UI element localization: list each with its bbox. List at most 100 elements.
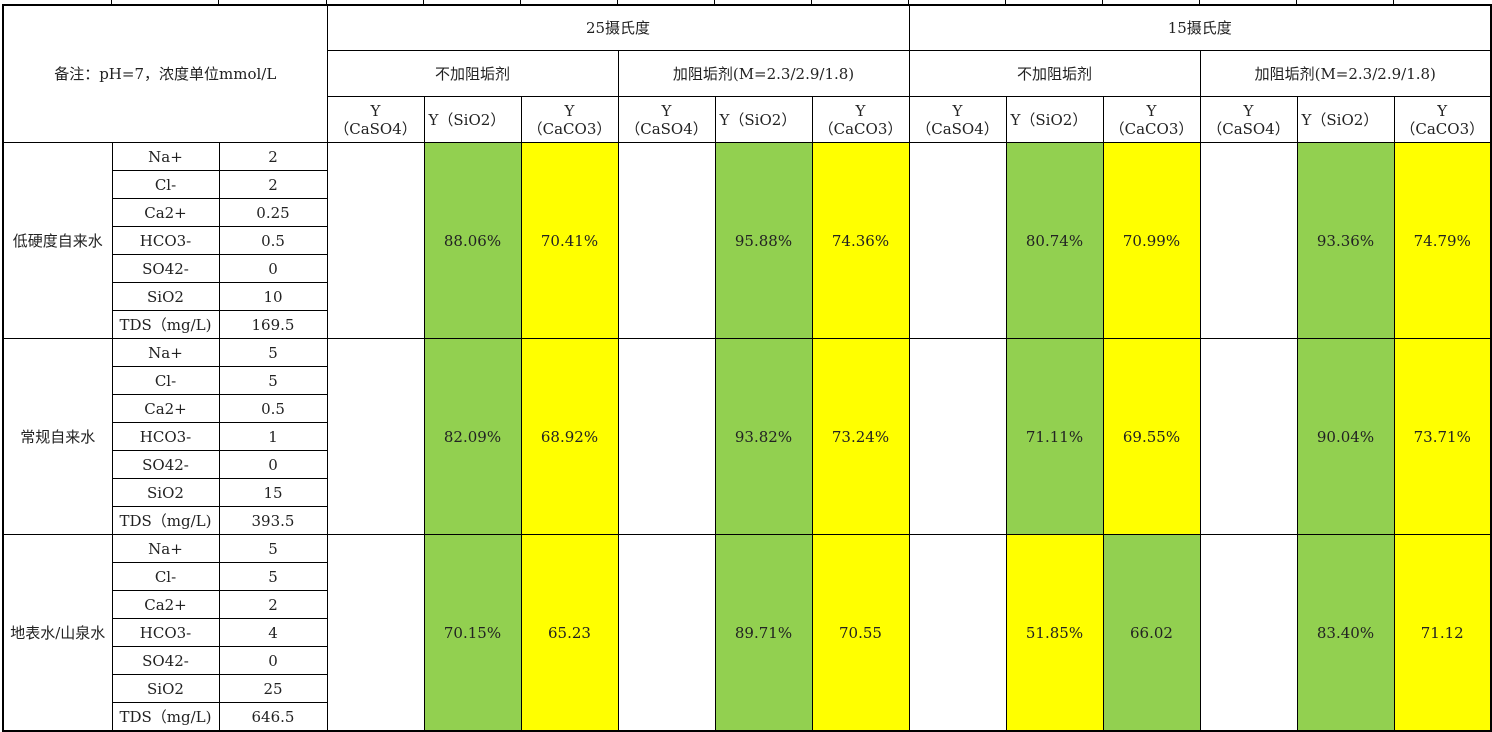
header-15-no-inhibitor[interactable]: 不加阻垢剂 [908, 50, 1201, 97]
col-header-y-caco3[interactable]: Y （CaCO3） [811, 96, 910, 143]
param-name-cell[interactable]: Ca2+ [111, 394, 220, 423]
param-name-cell[interactable]: TDS（mg/L) [111, 506, 220, 535]
param-value-cell[interactable]: 169.5 [218, 310, 328, 339]
param-value-cell[interactable]: 0 [218, 450, 328, 479]
param-name-cell[interactable]: Na+ [111, 338, 220, 367]
header-temp-25[interactable]: 25摄氏度 [326, 4, 910, 51]
sample-name-cell[interactable]: 低硬度自来水 [2, 142, 113, 339]
result-cell[interactable]: 70.99% [1102, 142, 1201, 339]
header-15-with-inhibitor[interactable]: 加阻垢剂(M=2.3/2.9/1.8) [1199, 50, 1492, 97]
result-cell[interactable]: 70.55 [811, 534, 910, 732]
result-cell[interactable]: 73.24% [811, 338, 910, 535]
col-header-y-caso4[interactable]: Y （CaSO4） [908, 96, 1007, 143]
result-cell[interactable] [617, 534, 716, 732]
param-value-cell[interactable]: 15 [218, 478, 328, 507]
param-name-cell[interactable]: Cl- [111, 170, 220, 199]
result-cell[interactable]: 66.02 [1102, 534, 1201, 732]
col-header-y-sio2[interactable]: Y（SiO2） [1296, 96, 1395, 143]
result-cell[interactable]: 95.88% [714, 142, 813, 339]
param-name-cell[interactable]: SiO2 [111, 282, 220, 311]
result-cell[interactable]: 74.36% [811, 142, 910, 339]
result-cell[interactable] [1199, 534, 1298, 732]
result-cell[interactable] [326, 142, 425, 339]
result-cell[interactable]: 71.12 [1393, 534, 1492, 732]
header-25-with-inhibitor[interactable]: 加阻垢剂(M=2.3/2.9/1.8) [617, 50, 910, 97]
param-name-cell[interactable]: SiO2 [111, 674, 220, 703]
param-value-cell[interactable]: 0 [218, 646, 328, 675]
param-value-cell[interactable]: 393.5 [218, 506, 328, 535]
result-cell[interactable]: 70.15% [423, 534, 522, 732]
result-cell[interactable] [908, 142, 1007, 339]
param-name-cell[interactable]: Cl- [111, 366, 220, 395]
col-header-y-caco3[interactable]: Y （CaCO3） [1102, 96, 1201, 143]
col-header-y-sio2[interactable]: Y（SiO2） [1005, 96, 1104, 143]
col-header-y-sio2[interactable]: Y（SiO2） [714, 96, 813, 143]
param-name-cell[interactable]: TDS（mg/L) [111, 702, 220, 732]
param-name-cell[interactable]: TDS（mg/L) [111, 310, 220, 339]
result-cell[interactable]: 88.06% [423, 142, 522, 339]
param-value-cell[interactable]: 5 [218, 366, 328, 395]
param-name-cell[interactable]: SO42- [111, 254, 220, 283]
result-cell[interactable] [908, 338, 1007, 535]
param-name-cell[interactable]: SO42- [111, 646, 220, 675]
col-header-y-caso4[interactable]: Y （CaSO4） [1199, 96, 1298, 143]
param-value-cell[interactable]: 1 [218, 422, 328, 451]
result-cell[interactable] [908, 534, 1007, 732]
result-cell[interactable]: 80.74% [1005, 142, 1104, 339]
param-value-cell[interactable]: 0.5 [218, 226, 328, 255]
result-cell[interactable]: 89.71% [714, 534, 813, 732]
result-cell[interactable]: 74.79% [1393, 142, 1492, 339]
param-value-cell[interactable]: 646.5 [218, 702, 328, 732]
result-cell[interactable]: 90.04% [1296, 338, 1395, 535]
sample-name-cell[interactable]: 常规自来水 [2, 338, 113, 535]
result-cell[interactable]: 68.92% [520, 338, 619, 535]
header-25-no-inhibitor[interactable]: 不加阻垢剂 [326, 50, 619, 97]
param-name-cell[interactable]: HCO3- [111, 422, 220, 451]
param-name-cell[interactable]: Na+ [111, 534, 220, 563]
col-header-y-sio2[interactable]: Y（SiO2） [423, 96, 522, 143]
result-cell[interactable]: 83.40% [1296, 534, 1395, 732]
result-cell[interactable] [617, 142, 716, 339]
sample-name-cell[interactable]: 地表水/山泉水 [2, 534, 113, 732]
param-value-cell[interactable]: 2 [218, 142, 328, 171]
col-header-y-caso4[interactable]: Y （CaSO4） [326, 96, 425, 143]
col-header-y-caso4[interactable]: Y （CaSO4） [617, 96, 716, 143]
result-cell[interactable] [326, 534, 425, 732]
col-header-y-caco3[interactable]: Y （CaCO3） [1393, 96, 1492, 143]
param-value-cell[interactable]: 25 [218, 674, 328, 703]
param-value-cell[interactable]: 5 [218, 338, 328, 367]
param-name-cell[interactable]: Ca2+ [111, 590, 220, 619]
param-name-cell[interactable]: HCO3- [111, 618, 220, 647]
result-cell[interactable]: 70.41% [520, 142, 619, 339]
col-header-y-caco3[interactable]: Y （CaCO3） [520, 96, 619, 143]
param-name-cell[interactable]: HCO3- [111, 226, 220, 255]
result-cell[interactable] [1199, 142, 1298, 339]
param-name-cell[interactable]: SO42- [111, 450, 220, 479]
param-name-cell[interactable]: Na+ [111, 142, 220, 171]
result-cell[interactable] [1199, 338, 1298, 535]
param-value-cell[interactable]: 10 [218, 282, 328, 311]
param-value-cell[interactable]: 5 [218, 562, 328, 591]
param-value-cell[interactable]: 4 [218, 618, 328, 647]
header-temp-15[interactable]: 15摄氏度 [908, 4, 1492, 51]
result-cell[interactable]: 82.09% [423, 338, 522, 535]
note-cell[interactable]: 备注：pH=7，浓度单位mmol/L [2, 4, 328, 143]
param-value-cell[interactable]: 0 [218, 254, 328, 283]
param-value-cell[interactable]: 2 [218, 590, 328, 619]
param-value-cell[interactable]: 0.5 [218, 394, 328, 423]
param-value-cell[interactable]: 0.25 [218, 198, 328, 227]
result-cell[interactable] [617, 338, 716, 535]
result-cell[interactable]: 73.71% [1393, 338, 1492, 535]
result-cell[interactable]: 69.55% [1102, 338, 1201, 535]
param-name-cell[interactable]: SiO2 [111, 478, 220, 507]
param-value-cell[interactable]: 2 [218, 170, 328, 199]
result-cell[interactable] [326, 338, 425, 535]
result-cell[interactable]: 93.36% [1296, 142, 1395, 339]
param-name-cell[interactable]: Ca2+ [111, 198, 220, 227]
result-cell[interactable]: 51.85% [1005, 534, 1104, 732]
param-value-cell[interactable]: 5 [218, 534, 328, 563]
result-cell[interactable]: 71.11% [1005, 338, 1104, 535]
result-cell[interactable]: 65.23 [520, 534, 619, 732]
result-cell[interactable]: 93.82% [714, 338, 813, 535]
param-name-cell[interactable]: Cl- [111, 562, 220, 591]
